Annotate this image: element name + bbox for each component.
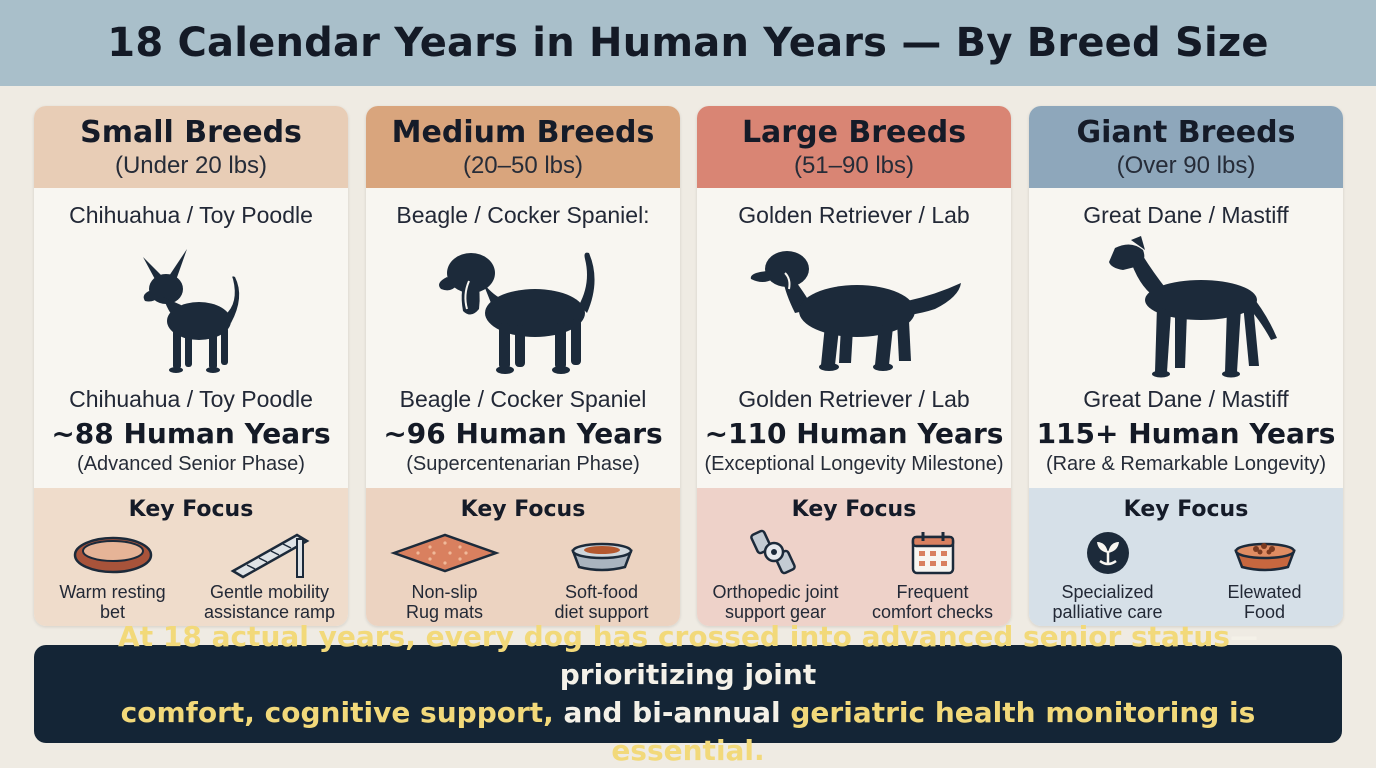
weight-range: (Under 20 lbs)	[114, 152, 268, 179]
key-focus-section: Key Focus Specialized palliative care	[1029, 488, 1343, 626]
retriever-silhouette-icon	[697, 234, 1011, 384]
summary-part: comfort, cognitive support,	[120, 696, 554, 729]
focus-label-line: Orthopedic joint	[712, 582, 839, 602]
human-years-value: 115+ Human Years	[1036, 417, 1336, 450]
focus-item: Warm resting bet	[38, 528, 188, 622]
breed-names-top: Great Dane / Mastiff	[1083, 202, 1289, 228]
focus-label-line: Food	[1243, 602, 1286, 622]
focus-label-line: Gentle mobility	[209, 582, 330, 602]
focus-label-line: Soft-food	[564, 582, 639, 602]
focus-item: Soft-food diet support	[527, 528, 677, 622]
focus-label-line: support gear	[724, 602, 827, 622]
breed-names-bottom: Chihuahua / Toy Poodle	[69, 386, 313, 412]
card-header: Small Breeds (Under 20 lbs)	[34, 106, 348, 188]
breed-names-bottom: Golden Retriever / Lab	[738, 386, 970, 412]
breed-names-top: Chihuahua / Toy Poodle	[69, 202, 313, 228]
life-phase: (Exceptional Longevity Milestone)	[704, 453, 1004, 475]
summary-part-highlight: and bi-annual	[553, 696, 791, 729]
breed-names-bottom: Great Dane / Mastiff	[1083, 386, 1289, 412]
key-focus-title: Key Focus	[460, 497, 586, 522]
card-title: Large Breeds	[741, 115, 967, 150]
focus-label-line: Frequent	[896, 582, 969, 602]
card-large-breeds: Large Breeds (51–90 lbs) Golden Retrieve…	[697, 106, 1011, 626]
focus-label-line: bet	[99, 602, 126, 622]
breed-names-top: Beagle / Cocker Spaniel:	[396, 202, 650, 228]
weight-range: (51–90 lbs)	[793, 152, 915, 179]
food-bowl-icon	[527, 528, 677, 578]
card-title: Giant Breeds	[1076, 115, 1296, 150]
beagle-silhouette-icon	[366, 234, 680, 384]
card-giant-breeds: Giant Breeds (Over 90 lbs) Great Dane / …	[1029, 106, 1343, 626]
care-sprout-icon	[1033, 528, 1183, 578]
breed-names-bottom: Beagle / Cocker Spaniel	[399, 386, 647, 412]
summary-footer: At 18 actual years, every dog has crosse…	[34, 620, 1342, 767]
ramp-icon	[195, 528, 345, 579]
human-years-value: ~96 Human Years	[383, 417, 663, 450]
food-bowl-icon	[1190, 528, 1340, 578]
focus-item: Frequent comfort checks	[858, 528, 1008, 622]
card-small-breeds: Small Breeds (Under 20 lbs) Chihuahua / …	[34, 106, 348, 626]
focus-label-line: Specialized	[1061, 582, 1154, 602]
great-dane-silhouette-icon	[1029, 234, 1343, 384]
card-header: Large Breeds (51–90 lbs)	[697, 106, 1011, 188]
human-years-value: ~110 Human Years	[704, 417, 1004, 450]
key-focus-section: Key Focus Warm resting bet	[34, 488, 348, 626]
card-header: Medium Breeds (20–50 lbs)	[366, 106, 680, 188]
focus-label-line: palliative care	[1052, 602, 1163, 622]
focus-item: Non-slip Rug mats	[370, 528, 520, 622]
life-phase: (Rare & Remarkable Longevity)	[1045, 453, 1327, 475]
card-title: Small Breeds	[80, 115, 302, 150]
chihuahua-silhouette-icon	[34, 234, 348, 384]
title-banner: 18 Calendar Years in Human Years — By Br…	[0, 0, 1376, 86]
summary-part-highlight: —prioritizing joint	[559, 620, 1258, 691]
rug-mat-icon	[370, 528, 520, 578]
key-focus-section: Key Focus Orthopedic joint support gear	[697, 488, 1011, 626]
focus-label-line: comfort checks	[871, 602, 994, 622]
weight-range: (Over 90 lbs)	[1116, 152, 1256, 179]
dog-bed-icon	[38, 528, 188, 578]
focus-label-line: assistance ramp	[203, 602, 336, 622]
focus-label-line: Non-slip	[411, 582, 478, 602]
card-title: Medium Breeds	[391, 115, 655, 150]
focus-label-line: Elewated	[1227, 582, 1302, 602]
card-header: Giant Breeds (Over 90 lbs)	[1029, 106, 1343, 188]
key-focus-title: Key Focus	[1123, 497, 1249, 522]
breed-names-top: Golden Retriever / Lab	[738, 202, 970, 228]
joint-brace-icon	[701, 528, 851, 578]
focus-item: Gentle mobility assistance ramp	[195, 528, 345, 622]
human-years-value: ~88 Human Years	[51, 417, 331, 450]
life-phase: (Advanced Senior Phase)	[77, 453, 305, 475]
focus-item: Specialized palliative care	[1033, 528, 1183, 622]
focus-label-line: diet support	[554, 602, 649, 622]
life-phase: (Supercentenarian Phase)	[406, 453, 640, 475]
focus-item: Orthopedic joint support gear	[701, 528, 851, 622]
summary-text: At 18 actual years, every dog has crosse…	[64, 618, 1312, 768]
page-title: 18 Calendar Years in Human Years — By Br…	[107, 20, 1269, 66]
focus-item: Elewated Food	[1190, 528, 1340, 622]
summary-part: geriatric health monitoring is essential…	[611, 696, 1256, 767]
key-focus-title: Key Focus	[791, 497, 917, 522]
calendar-icon	[858, 528, 1008, 578]
key-focus-title: Key Focus	[128, 497, 254, 522]
card-medium-breeds: Medium Breeds (20–50 lbs) Beagle / Cocke…	[366, 106, 680, 626]
focus-label-line: Warm resting	[59, 582, 166, 602]
key-focus-section: Key Focus Non-slip Rug mats	[366, 488, 680, 626]
weight-range: (20–50 lbs)	[462, 152, 584, 179]
summary-part: At 18 actual years, every dog has crosse…	[118, 620, 1230, 653]
focus-label-line: Rug mats	[405, 602, 484, 622]
